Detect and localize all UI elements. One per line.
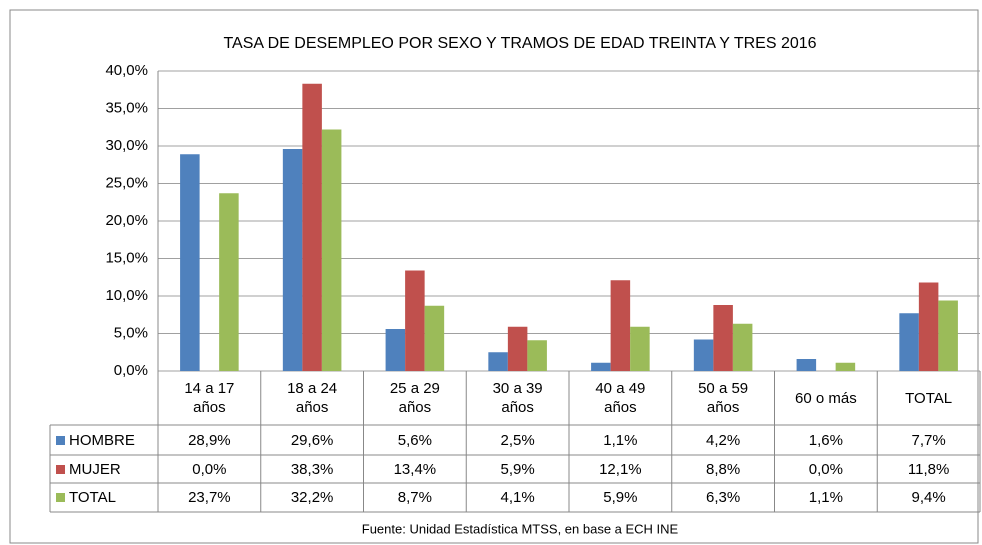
- legend-entry: HOMBRE: [50, 425, 158, 455]
- data-label: 11,8%: [907, 460, 950, 478]
- data-label: 29,6%: [290, 431, 334, 449]
- category-cell: TOTAL: [877, 371, 980, 425]
- data-label: 1,1%: [603, 431, 638, 449]
- bar: [591, 362, 611, 371]
- bar: [527, 340, 547, 371]
- data-label: 12,1%: [599, 460, 642, 478]
- x-tick-label: TOTAL: [905, 389, 953, 407]
- data-label: 7,7%: [911, 431, 946, 449]
- y-tick-label: 20,0%: [105, 212, 148, 229]
- y-tick-label: 0,0%: [114, 362, 148, 379]
- data-label: 38,3%: [290, 460, 334, 478]
- data-label: 4,2%: [706, 431, 741, 449]
- legend-key: [56, 435, 65, 445]
- bar: [282, 149, 303, 371]
- bar: [796, 359, 817, 371]
- bar: [424, 305, 445, 371]
- bar: [938, 300, 958, 371]
- bar: [219, 193, 239, 371]
- data-label: 13,4%: [393, 460, 437, 478]
- chart-border: [9, 9, 979, 544]
- category-cell: 60 o más: [775, 371, 878, 425]
- y-tick-label: 10,0%: [105, 287, 148, 304]
- data-label: 8,7%: [397, 489, 432, 506]
- bar: [713, 305, 733, 371]
- data-label: 5,9%: [500, 460, 535, 478]
- bar: [321, 129, 342, 371]
- category-cell: 30 a 39 años: [466, 371, 569, 425]
- bar: [835, 362, 856, 371]
- bar: [693, 339, 714, 371]
- bar: [630, 326, 650, 371]
- legend-label: MUJER: [69, 460, 121, 478]
- y-tick-label: 25,0%: [105, 174, 148, 191]
- y-tick-label: 15,0%: [105, 249, 148, 266]
- data-label: 5,6%: [397, 431, 432, 449]
- x-tick-label: 14 a 17 años: [184, 380, 235, 416]
- x-tick-label: 30 a 39 años: [492, 380, 543, 416]
- y-tick-label: 40,0%: [105, 62, 148, 79]
- x-tick-label: 40 a 49 años: [595, 380, 646, 416]
- bar: [507, 326, 528, 371]
- data-label: 5,9%: [603, 489, 638, 506]
- source-note: Fuente: Unidad Estadística MTSS, en base…: [362, 521, 679, 536]
- x-tick-label: 60 o más: [795, 389, 857, 407]
- data-label: 28,9%: [188, 431, 231, 449]
- bar: [488, 352, 508, 371]
- x-tick-label: 18 a 24 años: [287, 380, 338, 416]
- data-label: 23,7%: [188, 489, 231, 506]
- legend-entry: MUJER: [50, 455, 158, 483]
- x-tick-label: 50 a 59 años: [698, 380, 749, 416]
- data-label: 0,0%: [808, 460, 843, 478]
- data-label: 9,4%: [911, 489, 946, 506]
- category-cell: 25 a 29 años: [364, 371, 467, 425]
- legend-label: TOTAL: [69, 489, 116, 506]
- category-cell: 18 a 24 años: [261, 371, 364, 425]
- legend-label: HOMBRE: [69, 431, 135, 449]
- category-cell: 40 a 49 años: [569, 371, 672, 425]
- bar: [180, 154, 200, 371]
- category-cell: 14 a 17 años: [158, 371, 261, 425]
- data-label: 8,8%: [706, 460, 741, 478]
- data-label: 0,0%: [192, 460, 227, 478]
- y-tick-label: 30,0%: [105, 137, 148, 154]
- chart-title: TASA DE DESEMPLEO POR SEXO Y TRAMOS DE E…: [223, 35, 816, 52]
- legend-key: [56, 464, 65, 474]
- legend-key: [56, 493, 65, 502]
- data-label: 1,6%: [808, 431, 843, 449]
- legend-entry: TOTAL: [50, 483, 158, 512]
- data-label: 1,1%: [808, 489, 843, 506]
- y-tick-label: 5,0%: [114, 324, 148, 341]
- bar: [405, 270, 425, 371]
- data-label: 6,3%: [706, 489, 741, 506]
- bar: [302, 83, 322, 371]
- y-tick-label: 35,0%: [105, 99, 148, 116]
- data-label: 4,1%: [500, 489, 535, 506]
- data-label: 2,5%: [500, 431, 535, 449]
- bar: [899, 313, 919, 371]
- bar: [732, 323, 753, 371]
- bar: [918, 282, 939, 371]
- bar: [610, 280, 631, 371]
- data-label: 32,2%: [290, 489, 334, 506]
- x-tick-label: 25 a 29 años: [389, 380, 440, 416]
- category-cell: 50 a 59 años: [672, 371, 775, 425]
- bar: [385, 329, 406, 371]
